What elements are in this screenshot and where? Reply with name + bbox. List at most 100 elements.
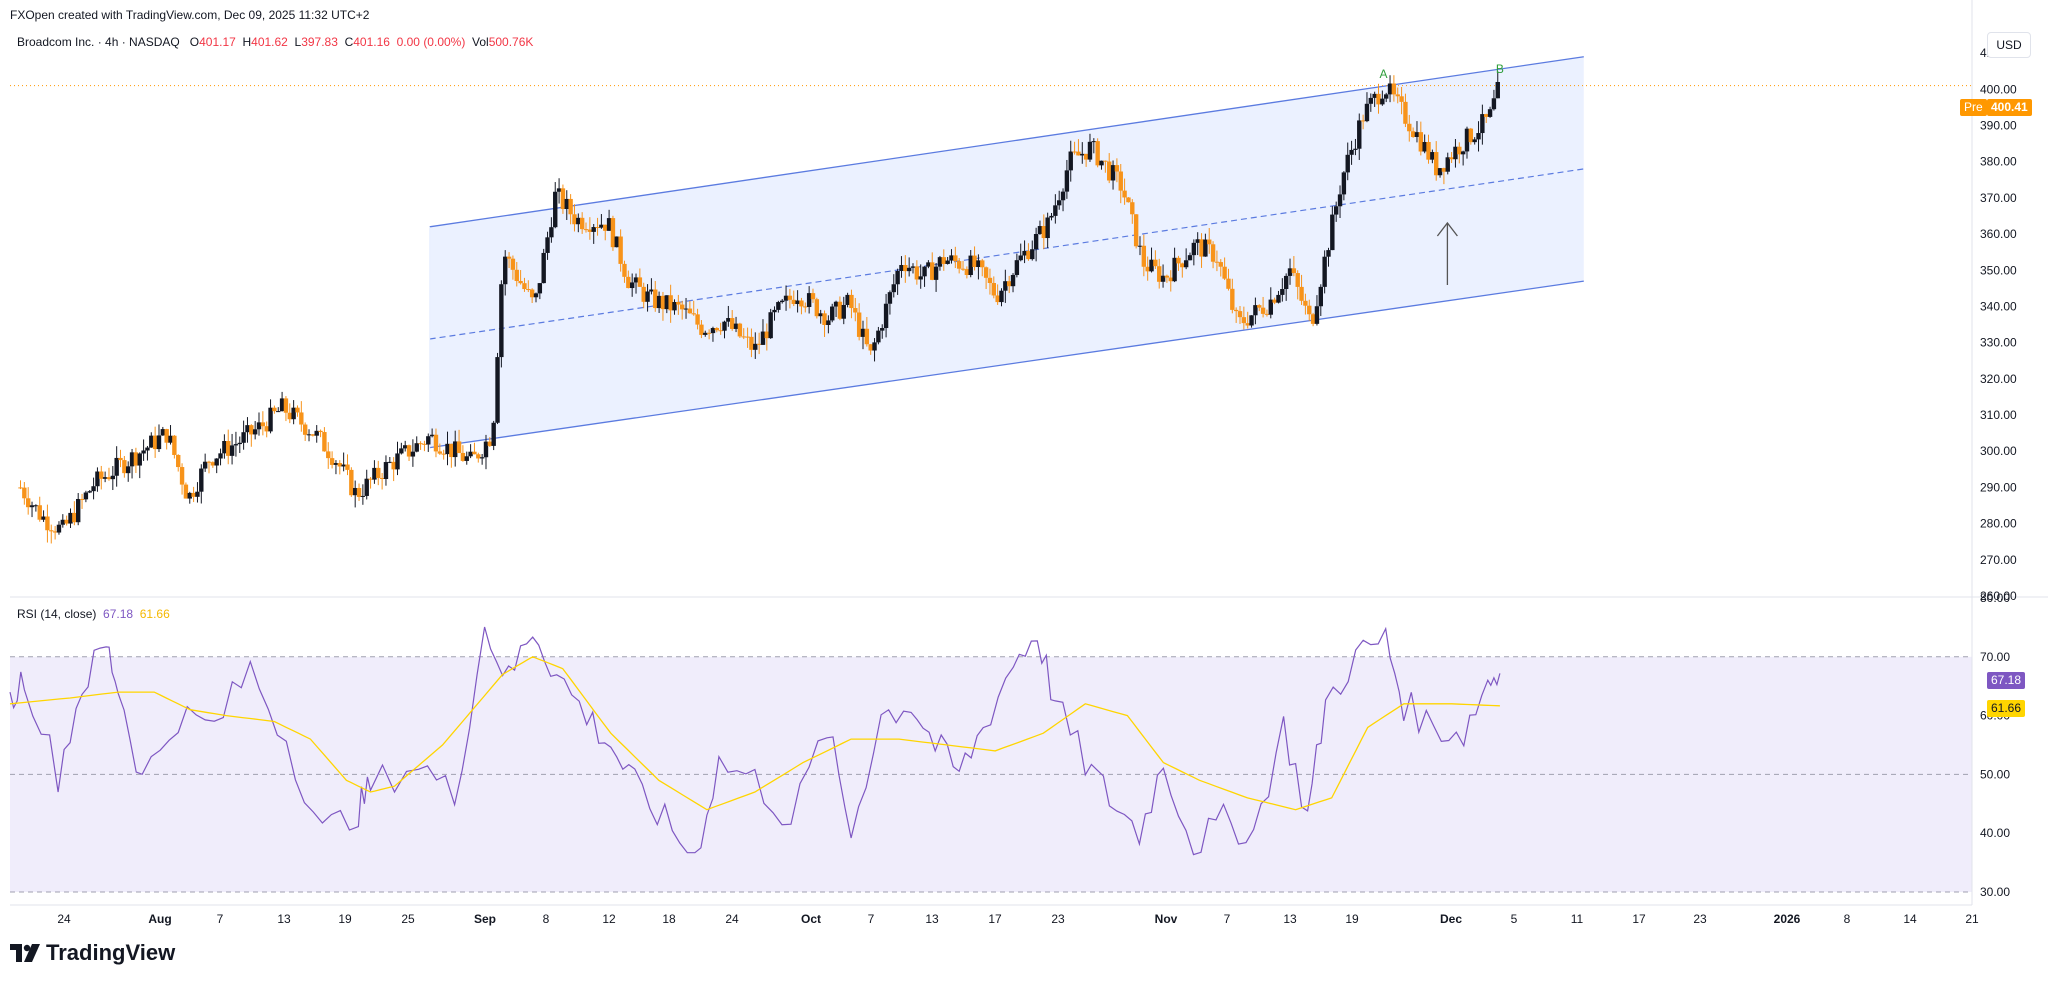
candle-body — [756, 343, 762, 345]
candle-body — [491, 422, 496, 446]
candle-body — [1172, 257, 1177, 282]
candle-body — [333, 463, 339, 465]
time-tick-label: 12 — [602, 912, 616, 926]
time-axis[interactable]: 24 Aug 7 13 19 25 Sep 8 12 18 24 Oct 7 13 17 23 Nov 7 13 19… — [10, 904, 1979, 926]
rsi-pane[interactable] — [9, 626, 1972, 893]
candle-body — [422, 443, 427, 445]
candle-body — [1249, 315, 1254, 326]
candle-body — [229, 445, 235, 456]
time-tick-label: 17 — [988, 912, 1002, 926]
candle-body — [1272, 299, 1277, 303]
high-value: 401.62 — [251, 35, 288, 49]
candle-body — [33, 505, 39, 507]
time-tick-label: 19 — [338, 912, 352, 926]
candle-body — [645, 291, 650, 302]
candle-body — [880, 328, 885, 331]
candle-body — [1010, 274, 1016, 287]
candle-body — [1449, 157, 1454, 160]
candle-body — [945, 260, 950, 264]
candle-body — [1260, 307, 1266, 314]
candle-body — [1160, 275, 1166, 282]
candle-body — [187, 492, 192, 499]
candle-body — [737, 323, 743, 337]
candle-body — [1026, 250, 1031, 260]
candle-body — [1349, 149, 1354, 155]
candle-body — [687, 308, 693, 314]
rsi-label[interactable]: RSI (14, close) — [17, 607, 97, 621]
price-tick-label: 380.00 — [1980, 155, 2017, 169]
candle-body — [464, 456, 469, 461]
candle-body — [1480, 114, 1485, 134]
candle-body — [302, 424, 308, 435]
candle-body — [383, 462, 389, 480]
candle-body — [533, 293, 539, 298]
candle-body — [206, 461, 212, 463]
candle-body — [56, 524, 62, 533]
candle-body — [1322, 256, 1327, 287]
candle-body — [830, 306, 835, 321]
rsi-tick-label: 40.00 — [1980, 826, 2010, 840]
candle-body — [1426, 141, 1431, 160]
candle-body — [91, 486, 96, 492]
candle-body — [445, 443, 450, 455]
candle-body — [1295, 273, 1300, 287]
time-tick-label: 24 — [57, 912, 71, 926]
candle-body — [976, 260, 981, 268]
candle-body — [1126, 197, 1131, 203]
candle-body — [1233, 309, 1239, 312]
candle-body — [141, 450, 146, 454]
candle-body — [1437, 168, 1443, 176]
candle-body — [145, 447, 150, 451]
currency-button[interactable]: USD — [1987, 32, 2031, 58]
candle-body — [95, 471, 100, 487]
candle-body — [1030, 249, 1035, 260]
candle-body — [1087, 141, 1093, 160]
candle-body — [1360, 120, 1366, 122]
candle-body — [37, 505, 42, 520]
chart-credit: FXOpen created with TradingView.com, Dec… — [10, 8, 370, 22]
candle-body — [949, 255, 954, 261]
symbol-label[interactable]: Broadcom Inc. · 4h · NASDAQ — [17, 35, 180, 49]
candle-body — [1164, 275, 1170, 278]
candle-body — [241, 432, 246, 443]
candle-body — [83, 492, 89, 500]
candle-body — [60, 519, 66, 525]
candle-body — [1176, 257, 1181, 264]
candle-body — [1041, 226, 1047, 239]
candle-body — [1187, 255, 1193, 261]
candle-body — [1418, 132, 1424, 152]
candle-body — [980, 260, 985, 268]
candle-body — [799, 300, 804, 307]
candle-body — [579, 217, 585, 230]
candle-body — [191, 492, 196, 497]
candle-body — [1341, 172, 1347, 195]
candle-body — [1383, 94, 1389, 99]
candle-body — [853, 308, 858, 313]
candle-body — [1268, 299, 1273, 315]
candle-body — [1472, 139, 1477, 143]
candle-body — [899, 264, 904, 271]
candle-body — [1153, 259, 1158, 267]
candle-body — [868, 344, 873, 351]
rsi-tick-label: 80.00 — [1980, 591, 2010, 605]
candle-body — [776, 302, 781, 310]
candle-body — [1491, 98, 1497, 110]
open-label: O — [189, 35, 200, 49]
candle-body — [1095, 141, 1100, 166]
tradingview-logo[interactable]: TradingView — [10, 940, 175, 966]
candle-body — [995, 295, 1000, 303]
low-label: L — [294, 35, 302, 49]
candle-body — [137, 453, 142, 466]
candle-body — [283, 398, 289, 413]
candle-body — [299, 412, 304, 425]
price-axis[interactable]: 410.00400.00390.00380.00370.00360.00350.… — [1971, 0, 2017, 905]
candle-body — [314, 430, 319, 436]
time-tick-label: 13 — [925, 912, 939, 926]
candle-body — [233, 444, 239, 446]
candle-body — [703, 332, 708, 335]
candle-body — [226, 441, 231, 456]
candle-body — [322, 432, 327, 452]
